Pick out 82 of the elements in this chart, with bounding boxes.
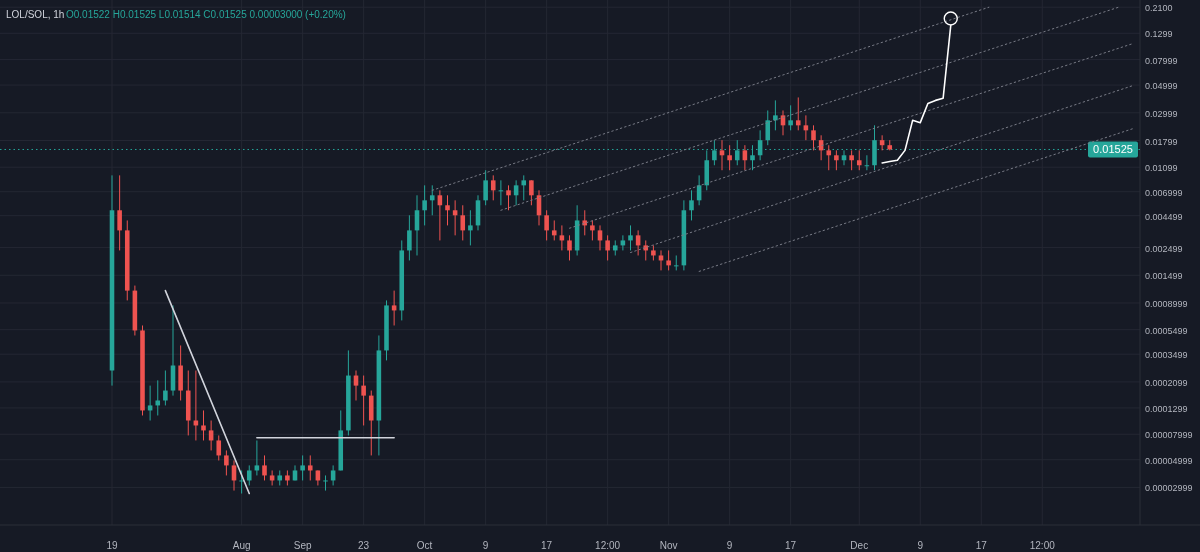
candlestick: [323, 474, 328, 492]
candlestick: [155, 379, 161, 416]
ref-line-label: 0.01525: [1093, 143, 1133, 156]
candlestick: [468, 209, 473, 246]
candlestick: [361, 375, 366, 426]
y-tick-label: 0.0008999: [1145, 298, 1188, 309]
candlestick: [856, 149, 862, 171]
candlestick: [795, 96, 801, 131]
x-tick-label: 19: [106, 540, 118, 551]
y-tick-label: 0.2100: [1145, 3, 1173, 14]
candlestick: [521, 174, 527, 201]
candlestick: [826, 144, 832, 171]
candlestick: [224, 449, 229, 476]
candlestick: [490, 174, 496, 201]
candlestick: [750, 144, 755, 171]
candlestick: [551, 219, 557, 241]
x-tick-label: 17: [975, 540, 988, 551]
x-tick-label: 9: [726, 540, 733, 551]
candlestick: [788, 104, 793, 131]
x-tick-label: 17: [541, 540, 553, 551]
x-tick-label: Oct: [416, 540, 433, 551]
candlestick: [544, 209, 549, 241]
y-tick-label: 0.01099: [1145, 163, 1178, 174]
candlestick: [849, 149, 854, 171]
candlestick: [673, 254, 679, 271]
candlestick: [605, 234, 610, 261]
y-tick-label: 0.00007999: [1145, 430, 1193, 441]
y-tick-label: 0.0001299: [1145, 403, 1188, 414]
y-tick-label: 0.00004999: [1145, 455, 1193, 466]
candlestick: [582, 209, 588, 236]
candlestick: [719, 139, 725, 171]
candlestick: [307, 454, 313, 481]
candlestick: [628, 224, 633, 251]
y-tick-label: 0.0003499: [1145, 350, 1188, 361]
x-tick-label: Dec: [850, 540, 869, 551]
candlestick: [567, 234, 572, 261]
x-tick-label: Sep: [293, 540, 312, 551]
x-tick-label: 9: [482, 540, 489, 551]
candlestick: [811, 124, 816, 151]
x-tick-label: Aug: [232, 540, 251, 551]
candlestick: [201, 409, 206, 441]
y-tick-label: 0.006999: [1145, 187, 1183, 198]
y-tick-label: 0.1299: [1145, 29, 1173, 40]
candlestick: [429, 184, 435, 216]
candlestick: [834, 149, 839, 171]
candlestick: [506, 184, 511, 211]
candlestick: [689, 189, 694, 221]
y-tick-label: 0.04999: [1145, 81, 1178, 92]
candlestick: [117, 174, 122, 251]
y-tick-label: 0.004499: [1145, 211, 1183, 222]
text: LOL/SOL, 1h: [6, 9, 65, 20]
candlestick: [765, 109, 771, 146]
x-tick-label: Nov: [659, 540, 678, 551]
text: O0.01522 H0.01525 L0.01514 C0.01525 0.00003000 (+0.20%): [66, 9, 346, 20]
candlestick: [666, 249, 671, 271]
candlestick: [445, 194, 450, 226]
candlestick: [163, 370, 168, 406]
candlestick: [422, 184, 427, 226]
y-tick-label: 0.07999: [1145, 55, 1178, 66]
candlestick: [262, 454, 267, 481]
candlestick: [300, 454, 305, 481]
x-tick-label: 9: [917, 540, 924, 551]
candlestick: [529, 179, 534, 206]
candlestick: [773, 99, 778, 131]
x-tick-label: 23: [358, 540, 370, 551]
candlestick: [460, 204, 466, 241]
y-tick-label: 0.00002999: [1145, 483, 1193, 494]
candlestick: [483, 169, 488, 206]
y-tick-label: 0.002499: [1145, 243, 1183, 254]
y-tick-label: 0.02999: [1145, 108, 1178, 119]
x-tick-label: 12:00: [1029, 540, 1056, 551]
x-tick-label: 17: [785, 540, 797, 551]
x-tick-label: 12:00: [595, 540, 621, 551]
candlestick: [590, 219, 595, 241]
candlestick: [727, 144, 732, 171]
y-tick-label: 0.0005499: [1145, 325, 1188, 336]
candlestick: [216, 434, 222, 461]
y-tick-label: 0.01799: [1145, 136, 1178, 147]
candlestick: [407, 214, 412, 261]
candlestick: [246, 464, 252, 486]
y-tick-label: 0.001499: [1145, 271, 1183, 282]
y-tick-label: 0.0002099: [1145, 377, 1188, 388]
